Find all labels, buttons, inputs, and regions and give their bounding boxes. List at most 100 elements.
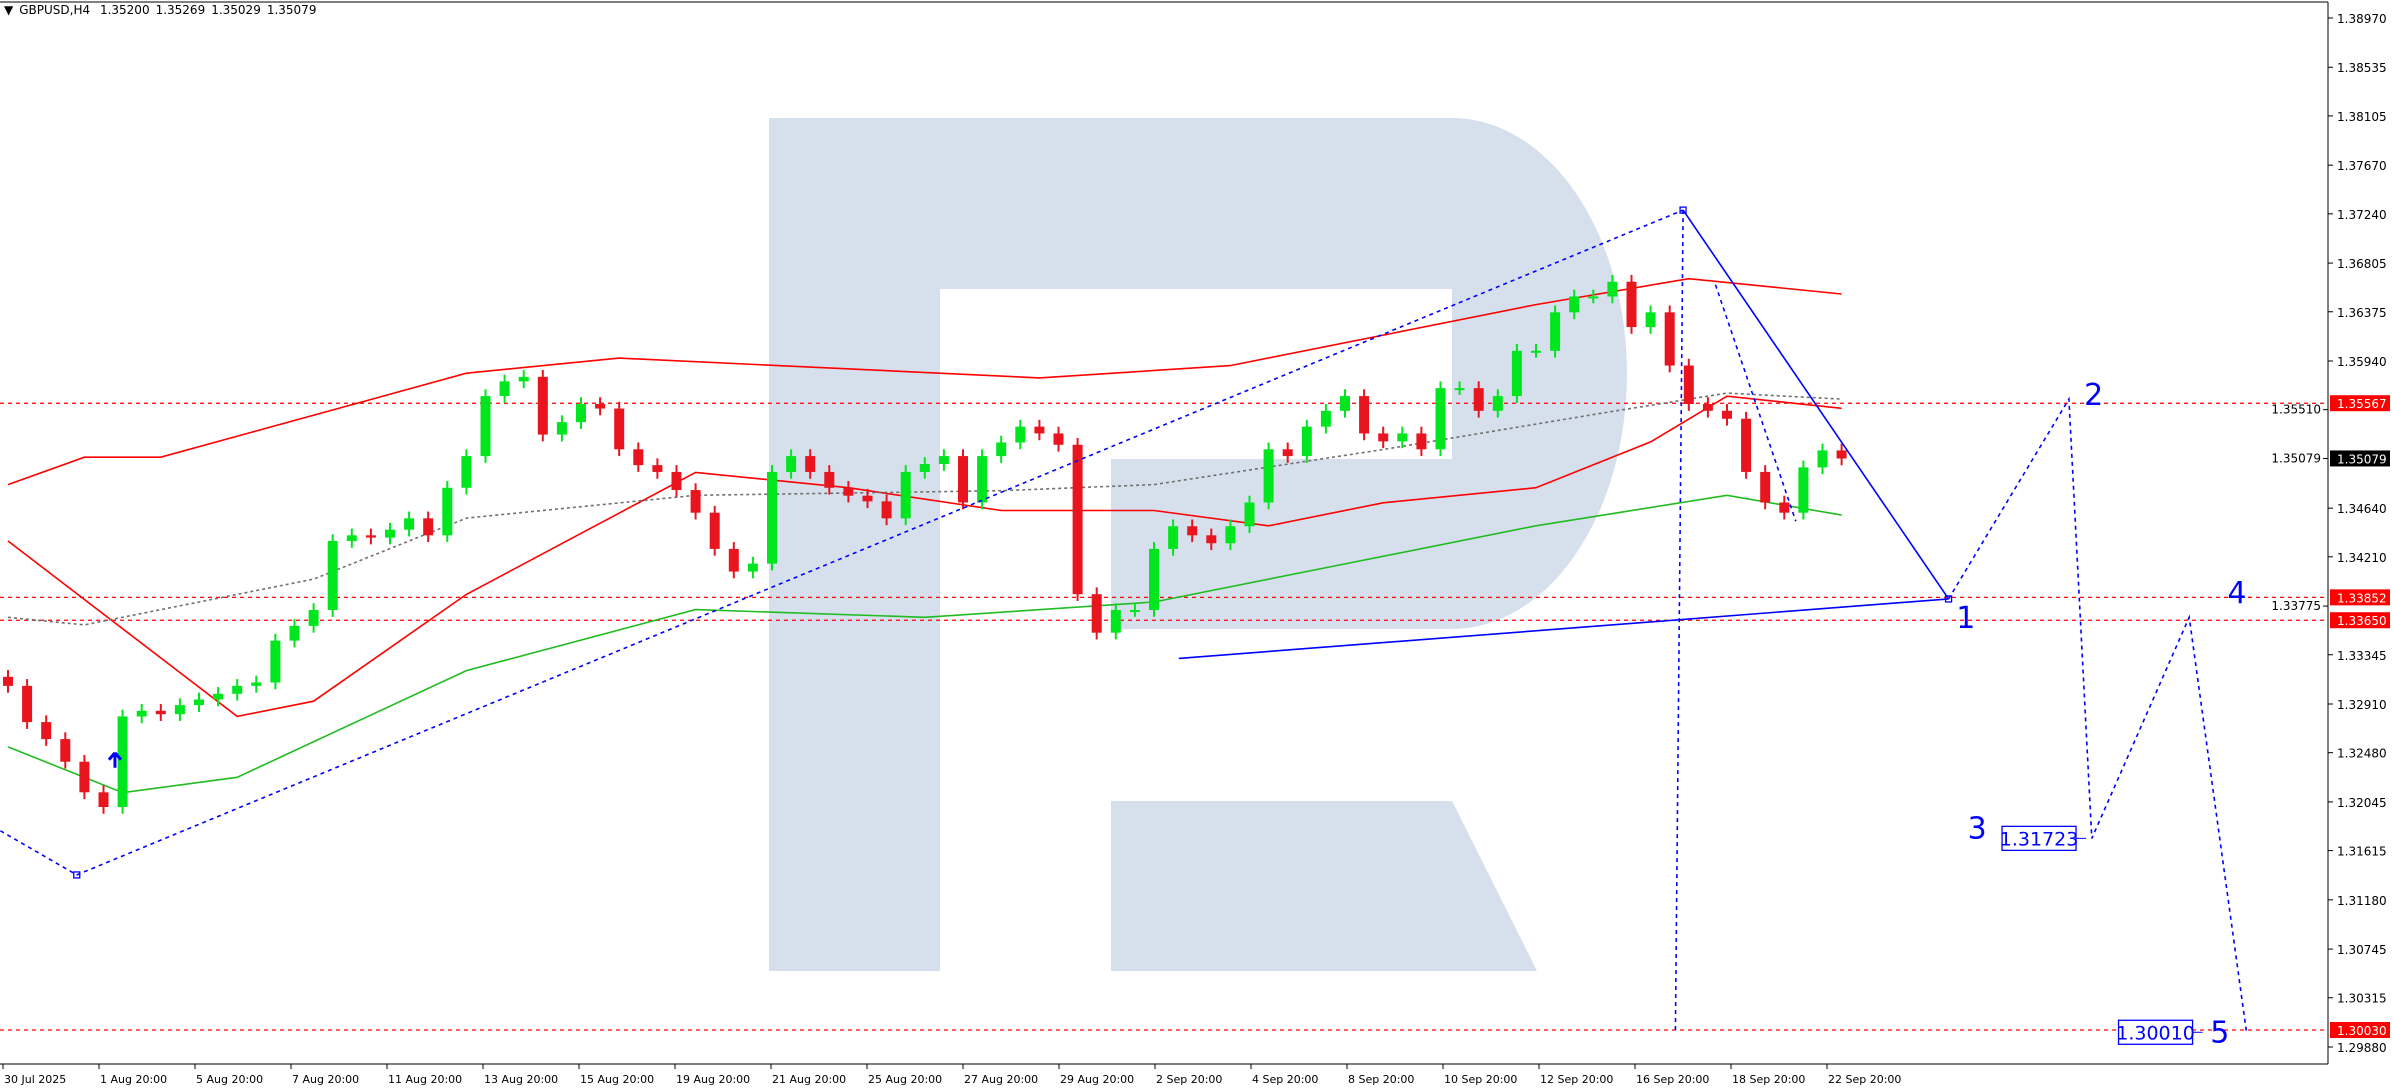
candle xyxy=(1760,465,1771,510)
candle xyxy=(958,449,968,510)
time-tick-label: 4 Sep 20:00 xyxy=(1252,1073,1318,1086)
candle xyxy=(1072,437,1083,601)
wave-label: 3 xyxy=(1968,812,1987,847)
price-tick-label: 1.34640 xyxy=(2337,502,2387,516)
candle xyxy=(843,480,854,503)
candle-body xyxy=(1320,410,1331,427)
candle-body xyxy=(824,471,835,488)
wave-line-dotted xyxy=(1674,210,1684,1032)
candle-body xyxy=(1225,526,1236,544)
candle xyxy=(3,670,13,693)
time-tick-label: 5 Aug 20:00 xyxy=(196,1073,263,1086)
price-tick-label: 1.38535 xyxy=(2337,61,2387,75)
candle-body xyxy=(1129,610,1140,613)
wave-line-dotted xyxy=(1947,396,2248,1033)
price-tick-label: 1.30745 xyxy=(2337,943,2387,957)
candle xyxy=(442,480,453,543)
candle-body xyxy=(289,625,300,641)
candle-body xyxy=(747,563,758,572)
candle xyxy=(346,528,357,548)
logo-r-leg xyxy=(1111,801,1537,971)
candle-body xyxy=(136,710,147,717)
price-box-frame xyxy=(2117,1019,2194,1045)
time-tick-label: 12 Sep 20:00 xyxy=(1540,1073,1613,1086)
candle xyxy=(996,435,1007,463)
candle-body xyxy=(270,640,281,683)
wave-label: 2 xyxy=(2084,378,2103,413)
candle xyxy=(1836,443,1847,466)
time-tick-label: 2 Sep 20:00 xyxy=(1156,1073,1222,1086)
candle xyxy=(270,633,281,690)
price-label-box: 1.30010 xyxy=(2116,1019,2203,1045)
ohlc-low: 1.35029 xyxy=(211,3,261,17)
time-tick-label: 7 Aug 20:00 xyxy=(292,1073,359,1086)
candle xyxy=(1378,426,1389,449)
candle xyxy=(786,449,797,479)
candle xyxy=(1034,419,1045,441)
price-level-badge xyxy=(2330,612,2390,629)
candle-body xyxy=(251,682,262,686)
candle xyxy=(1607,274,1618,304)
price-tick-label: 1.30315 xyxy=(2337,992,2387,1006)
candle xyxy=(60,732,71,769)
price-level-badge-text: 1.35567 xyxy=(2337,397,2387,411)
price-tick-label: 1.35940 xyxy=(2337,355,2387,369)
candle-body xyxy=(1760,471,1771,503)
time-tick-label: 18 Sep 20:00 xyxy=(1732,1073,1805,1086)
wave-line-solid xyxy=(1178,598,1949,660)
time-tick-label: 11 Aug 20:00 xyxy=(388,1073,462,1086)
candle xyxy=(1168,519,1179,556)
brand-watermark-logo xyxy=(769,118,1627,971)
candle-body xyxy=(1454,388,1465,391)
price-tick-label: 1.33775 xyxy=(2271,599,2321,613)
candle-body xyxy=(1702,404,1713,411)
candle xyxy=(1550,305,1561,358)
candle xyxy=(690,483,701,520)
candle-body xyxy=(1588,296,1599,299)
candle-body xyxy=(480,396,491,457)
price-tick-label: 1.37670 xyxy=(2337,159,2387,173)
candle-body xyxy=(633,449,644,466)
candle xyxy=(1664,305,1675,373)
time-tick-label: 8 Sep 20:00 xyxy=(1348,1073,1414,1086)
candle xyxy=(1263,442,1274,510)
candle-body xyxy=(728,548,739,572)
arrow-up-icon xyxy=(107,751,123,768)
price-level-badge xyxy=(2330,1022,2390,1039)
candle xyxy=(308,603,319,633)
candle-body xyxy=(1722,410,1732,419)
collapse-triangle-icon[interactable]: ▼ xyxy=(4,3,14,17)
candle xyxy=(1511,344,1522,403)
price-tick-label: 1.35510 xyxy=(2271,403,2321,417)
candle-body xyxy=(614,408,625,450)
candle xyxy=(1473,381,1484,418)
candle-body xyxy=(461,456,472,488)
candle-body xyxy=(537,376,548,435)
candle xyxy=(728,542,739,579)
candle-body xyxy=(709,512,720,549)
candle xyxy=(1244,495,1255,534)
candle-body xyxy=(1263,449,1274,503)
candle-body xyxy=(556,422,567,435)
candle xyxy=(289,619,300,648)
price-level-badge xyxy=(2330,395,2390,412)
candle-body xyxy=(1836,450,1847,459)
candle-body xyxy=(232,685,243,694)
candle-body xyxy=(518,376,529,382)
price-axis[interactable]: 1.38970 1.38535 1.38105 1.37670 1.37240 1.368… xyxy=(2271,12,2386,1055)
candle xyxy=(919,457,930,479)
time-axis[interactable]: 30 Jul 2025 1 Aug 20:00 5 Aug 20:00 7 Aug 2… xyxy=(2,1064,1901,1086)
candle-body xyxy=(1301,426,1312,457)
candle-body xyxy=(1531,350,1541,353)
wave-label: 4 xyxy=(2227,576,2246,611)
candle-body xyxy=(1206,535,1217,544)
candle-body xyxy=(1607,281,1618,297)
candle-body xyxy=(22,685,33,723)
candle xyxy=(385,522,395,545)
candle-body xyxy=(1053,433,1064,445)
price-box-text: 1.30010 xyxy=(2116,1022,2195,1044)
candle-body xyxy=(900,471,911,519)
candle-body xyxy=(576,404,586,423)
candle xyxy=(136,703,147,724)
